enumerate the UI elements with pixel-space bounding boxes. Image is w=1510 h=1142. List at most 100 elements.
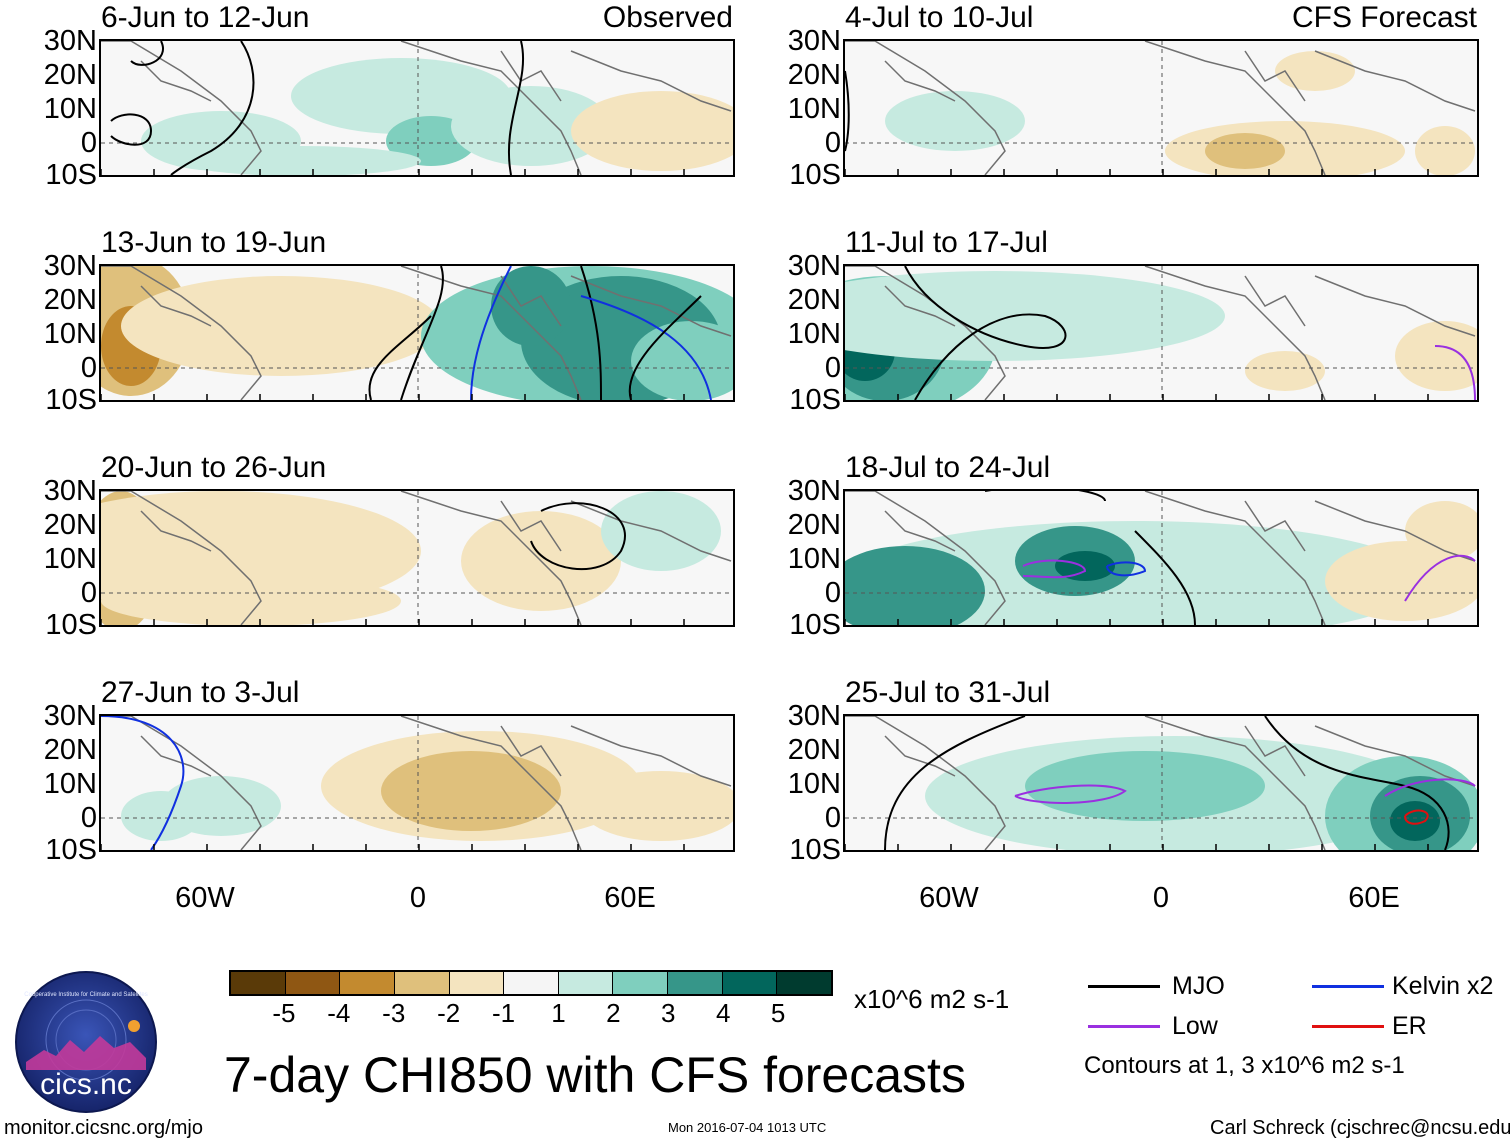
anomaly-region-6-1	[381, 751, 561, 831]
coastline-3-3	[884, 285, 956, 327]
logo-text: cics.nc	[40, 1068, 132, 1101]
contour-2-0	[368, 315, 432, 400]
contour-2-2	[580, 266, 602, 400]
map-panel-2	[99, 264, 735, 402]
coastline-7-0	[845, 716, 1006, 850]
lat-label-30n-1: 30N	[787, 25, 841, 57]
coastline-6-2	[570, 725, 732, 787]
lat-label-10n-7: 10N	[787, 768, 841, 800]
lat-label-30n-5: 30N	[787, 475, 841, 507]
colorbar-units: x10^6 m2 s-1	[854, 984, 1010, 1014]
coastline-1-3	[884, 60, 956, 102]
colorbar-tick-9: 5	[770, 998, 786, 1028]
lat-label-20n-3: 20N	[787, 284, 841, 316]
anomaly-region-0-5	[181, 146, 421, 175]
coastline-3-4	[1244, 275, 1306, 327]
coastline-1-1	[1144, 41, 1326, 175]
lat-label-10s-2: 10S	[45, 384, 97, 416]
lat-label-10s-5: 10S	[789, 609, 841, 641]
colorbar-swatch-0	[231, 972, 286, 994]
anomaly-region-3-4	[1245, 351, 1325, 391]
lon-label-60e-right: 60E	[1348, 882, 1400, 914]
coastline-0-2	[570, 50, 732, 112]
contour-5-2	[1106, 561, 1147, 577]
lat-label-30n-2: 30N	[43, 250, 97, 282]
anomaly-region-5-5	[1405, 501, 1477, 561]
lat-label-20n-1: 20N	[787, 59, 841, 91]
contour-3-1	[1434, 345, 1476, 400]
lat-label-10n-4: 10N	[43, 543, 97, 575]
anomaly-region-3-3	[845, 271, 1225, 361]
coastline-6-3	[140, 735, 212, 777]
anomaly-region-5-3	[1055, 551, 1115, 581]
contour-6-0	[101, 716, 185, 850]
colorbar-swatch-3	[394, 972, 450, 994]
lat-label-10n-5: 10N	[787, 543, 841, 575]
colorbar-swatch-5	[504, 972, 559, 994]
coastline-3-1	[1144, 266, 1326, 400]
colorbar-tick-0: -5	[272, 998, 296, 1028]
panel-title-0: 6-Jun to 12-Jun	[101, 1, 310, 34]
coastline-4-1	[400, 491, 582, 625]
anomaly-region-4-4	[101, 576, 401, 625]
anomaly-region-1-4	[1275, 51, 1355, 91]
contour-0-1	[170, 41, 255, 175]
map-panel-6	[99, 714, 735, 852]
contour-1-0	[845, 70, 850, 152]
panel-tag-0: Observed	[602, 1, 733, 34]
coastline-2-0	[101, 266, 262, 400]
coastline-5-2	[1314, 500, 1476, 562]
anomaly-region-1-0	[1165, 121, 1405, 175]
lat-label-30n-7: 30N	[787, 700, 841, 732]
anomaly-region-2-2	[121, 276, 441, 376]
map-panel-3	[843, 264, 1479, 402]
anomaly-region-6-4	[581, 771, 733, 841]
lat-label-30n-4: 30N	[43, 475, 97, 507]
footer-timestamp: Mon 2016-07-04 1013 UTC	[668, 1120, 827, 1135]
lat-label-10n-0: 10N	[43, 93, 97, 125]
lat-label-10s-7: 10S	[789, 834, 841, 866]
contour-7-2	[1264, 716, 1450, 850]
map-svg-0	[101, 41, 733, 175]
colorbar-swatch-8	[668, 972, 723, 994]
coastline-7-3	[884, 735, 956, 777]
contour-0-0	[130, 41, 164, 66]
anomaly-region-1-2	[885, 91, 1025, 151]
legend-line-mjo	[1088, 985, 1160, 988]
cics-logo-graphic	[15, 971, 157, 1113]
legend-line-er	[1312, 1025, 1384, 1028]
lat-label-10s-3: 10S	[789, 384, 841, 416]
map-svg-7	[845, 716, 1477, 850]
coastline-2-4	[500, 275, 562, 327]
contour-2-3	[580, 295, 712, 400]
colorbar-swatch-2	[340, 972, 395, 994]
lat-label-0-5: 0	[824, 577, 841, 609]
panel-title-4: 20-Jun to 26-Jun	[101, 451, 327, 484]
coastline-5-0	[845, 491, 1006, 625]
lat-label-20n-0: 20N	[43, 59, 97, 91]
legend-label-low: Low	[1172, 1012, 1218, 1040]
panel-tag-1: CFS Forecast	[1291, 1, 1477, 34]
lon-label-0-left: 0	[409, 882, 427, 914]
footer-url[interactable]: monitor.cicsnc.org/mjo	[4, 1117, 203, 1139]
map-svg-5	[845, 491, 1477, 625]
coastline-1-4	[1244, 50, 1306, 102]
map-panel-4	[99, 489, 735, 627]
coastline-2-2	[570, 275, 732, 337]
anomaly-region-1-3	[1415, 126, 1475, 175]
logo-ring-text: Cooperative Institute for Climate and Sa…	[24, 992, 148, 998]
colorbar-tick-8: 4	[715, 998, 731, 1028]
lat-label-0-1: 0	[824, 127, 841, 159]
map-svg-1	[845, 41, 1477, 175]
contour-2-5	[400, 266, 444, 400]
map-svg-3	[845, 266, 1477, 400]
lat-label-30n-0: 30N	[43, 25, 97, 57]
legend-line-kelvin	[1312, 985, 1384, 988]
anomaly-region-5-1	[845, 546, 985, 625]
coastline-7-1	[1144, 716, 1326, 850]
coastline-4-4	[500, 500, 562, 552]
coastline-4-2	[570, 500, 732, 562]
contour-7-0	[884, 716, 1026, 850]
map-panel-7	[843, 714, 1479, 852]
coastline-0-1	[400, 41, 582, 175]
